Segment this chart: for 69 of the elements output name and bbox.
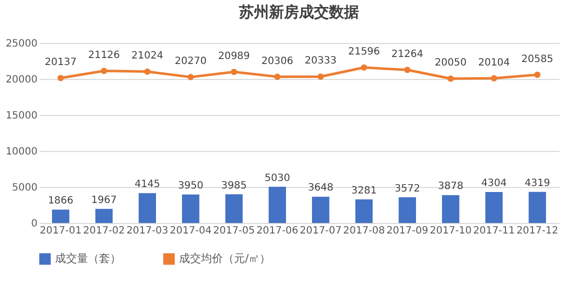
point: [188, 74, 194, 80]
x-tick-label: 2017-11: [473, 226, 515, 236]
data-label: 21024: [131, 50, 164, 62]
bar: [95, 208, 113, 223]
data-label: 4304: [481, 178, 507, 190]
data-label: 20989: [218, 50, 250, 62]
data-label: 21596: [348, 46, 380, 58]
data-label: 4145: [134, 179, 160, 190]
x-tick-label: 2017-05: [213, 226, 255, 236]
y-tick-label: 10000: [6, 146, 38, 158]
chart-title: 苏州新房成交数据: [238, 3, 359, 21]
x-tick-label: 2017-01: [40, 226, 82, 236]
point: [230, 68, 238, 76]
y-tick-label: 5000: [12, 182, 38, 194]
data-label: 20306: [261, 56, 294, 67]
x-tick-label: 2017-03: [126, 226, 168, 236]
x-tick-label: 2017-02: [83, 226, 125, 236]
x-tick-label: 2017-08: [343, 226, 385, 236]
data-label: 21264: [391, 48, 424, 60]
bar: [225, 194, 243, 223]
point: [274, 74, 280, 80]
data-label: 3985: [221, 180, 247, 192]
data-label: 20270: [174, 56, 207, 68]
bar: [268, 186, 286, 223]
x-tick-label: 2017-12: [516, 226, 558, 236]
y-tick-label: 15000: [6, 110, 38, 122]
data-label: 4319: [524, 178, 550, 189]
bar: [312, 196, 330, 223]
bar: [442, 195, 460, 223]
data-label: 3572: [394, 183, 420, 194]
bar: [138, 193, 156, 223]
data-label: 3281: [351, 185, 377, 196]
point: [144, 68, 150, 75]
data-label: 1967: [91, 194, 117, 206]
bar: [355, 199, 373, 223]
point: [100, 68, 108, 74]
y-tick-label: 25000: [6, 38, 38, 50]
bar: [528, 192, 546, 223]
data-label: 20585: [521, 54, 554, 65]
x-tick-label: 2017-10: [430, 226, 472, 236]
data-label: 3950: [178, 180, 204, 192]
bar: [485, 192, 503, 223]
data-label: 20104: [478, 57, 510, 68]
legend-label: 成交量（套）: [55, 252, 121, 265]
data-label: 3648: [308, 182, 334, 194]
x-tick-label: 2017-09: [386, 226, 428, 236]
data-label: 3878: [438, 181, 464, 192]
point: [448, 75, 454, 82]
bar: [52, 210, 70, 223]
x-tick-label: 2017-06: [256, 226, 298, 236]
x-tick-label: 2017-07: [300, 226, 342, 236]
y-tick-label: 20000: [6, 74, 38, 86]
point: [490, 75, 498, 82]
y-tick-label: 0: [31, 218, 38, 230]
data-label: 1866: [48, 196, 74, 207]
point: [360, 64, 368, 71]
x-tick-label: 2017-04: [170, 226, 212, 236]
bar: [398, 197, 416, 223]
point: [534, 72, 540, 78]
legend-label: 成交均价（元/㎡）: [179, 252, 271, 265]
bar: [182, 194, 200, 223]
point: [318, 73, 324, 80]
point: [58, 74, 64, 82]
data-label: 5030: [264, 172, 290, 184]
data-label: 20137: [44, 57, 77, 68]
data-label: 21126: [88, 50, 120, 61]
data-label: 20333: [304, 56, 337, 67]
point: [404, 66, 410, 74]
data-label: 20050: [434, 58, 467, 69]
